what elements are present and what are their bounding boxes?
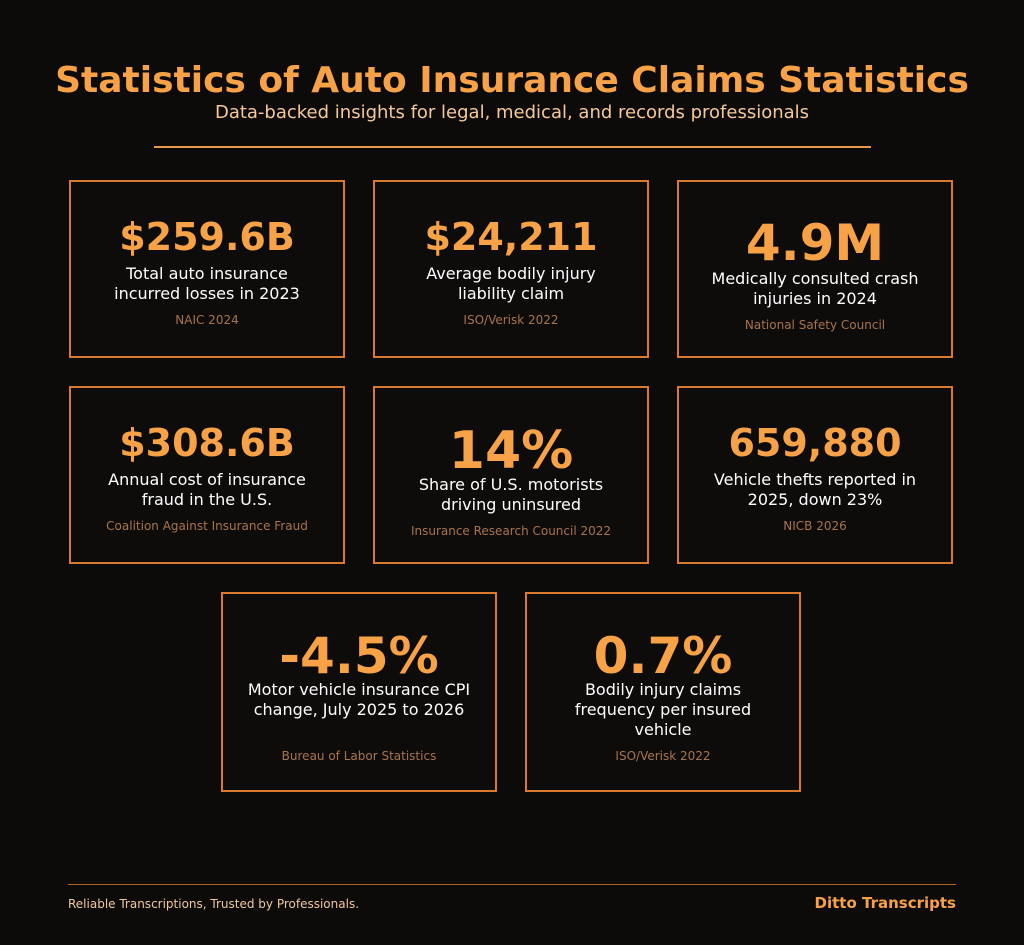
stat-label: Annual cost of insurance fraud in the U.… [108,470,306,509]
stat-card-insurance-fraud: $308.6B Annual cost of insurance fraud i… [69,386,345,564]
stat-label: Medically consulted crash injuries in 20… [711,269,919,308]
stat-card-crash-injuries: 4.9M Medically consulted crash injuries … [677,180,953,358]
page-title: Statistics of Auto Insurance Claims Stat… [55,60,969,101]
stat-card-vehicle-thefts: 659,880 Vehicle thefts reported in 2025,… [677,386,953,564]
stat-value: -4.5% [279,627,439,685]
footer-tagline: Reliable Transcriptions, Trusted by Prof… [68,897,360,911]
stat-value: $259.6B [119,215,295,259]
footer-brand: Ditto Transcripts [814,894,956,912]
stat-label: Motor vehicle insurance CPI change, July… [247,680,471,719]
stat-label: Share of U.S. motorists driving uninsure… [418,475,604,514]
stat-card-bodily-injury-claim: $24,211 Average bodily injury liability … [373,180,649,358]
stat-source: Insurance Research Council 2022 [410,524,612,538]
stat-source: NICB 2026 [783,519,847,533]
stat-label: Total auto insurance incurred losses in … [114,264,300,303]
stat-source: Coalition Against Insurance Fraud [106,519,308,533]
stat-value: $308.6B [119,421,295,465]
stat-label: Vehicle thefts reported in 2025, down 23… [713,470,917,509]
stat-value: 4.9M [745,214,885,272]
stat-label: Average bodily injury liability claim [426,264,596,303]
footer-divider [68,884,956,885]
stat-source: Bureau of Labor Statistics [281,749,437,763]
stat-card-claims-frequency: 0.7% Bodily injury claims frequency per … [525,592,801,792]
stat-value: $24,211 [424,215,598,259]
stat-value: 14% [448,421,574,481]
stat-value: 0.7% [593,627,733,685]
stat-label: Bodily injury claims frequency per insur… [574,680,752,739]
stat-card-incurred-losses: $259.6B Total auto insurance incurred lo… [69,180,345,358]
stat-value: 659,880 [728,421,902,465]
stat-source: ISO/Verisk 2022 [615,749,711,763]
stat-source: National Safety Council [744,318,886,332]
stat-card-uninsured-motorists: 14% Share of U.S. motorists driving unin… [373,386,649,564]
stat-source: ISO/Verisk 2022 [463,313,559,327]
stat-card-insurance-cpi: -4.5% Motor vehicle insurance CPI change… [221,592,497,792]
stat-source: NAIC 2024 [175,313,239,327]
page-subtitle: Data-backed insights for legal, medical,… [214,102,810,123]
title-divider [154,146,871,148]
